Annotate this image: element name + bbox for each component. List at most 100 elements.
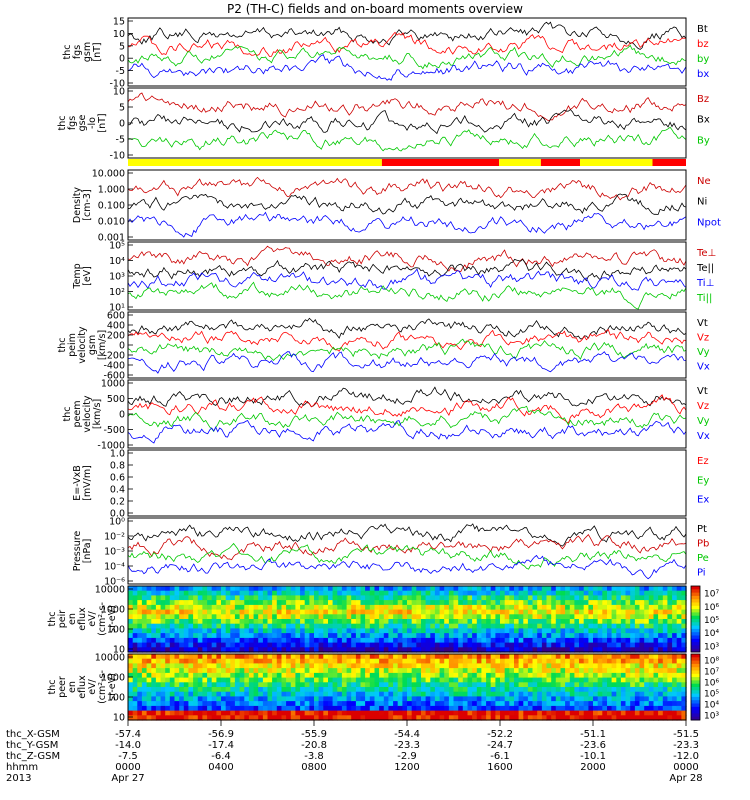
spectrogram-cell	[393, 642, 399, 648]
spectrogram-cell	[314, 586, 320, 592]
spectrogram-cell	[128, 687, 134, 693]
spectrogram-cell	[262, 715, 269, 721]
spectrogram-cell	[565, 637, 571, 644]
spectrogram-cell	[602, 710, 608, 716]
spectrogram-cell	[272, 691, 278, 697]
y-tick-label: -400	[103, 361, 125, 372]
spectrogram-cell	[300, 633, 306, 639]
spectrogram-cell	[369, 715, 376, 721]
spectrogram-cell	[179, 623, 185, 629]
spectrogram-cell	[183, 658, 190, 664]
spectrogram-cell	[555, 668, 562, 674]
spectrogram-cell	[500, 609, 506, 615]
spectrogram-cell	[402, 696, 408, 702]
spectrogram-cell	[379, 604, 385, 611]
spectrogram-cell	[262, 586, 269, 592]
spectrogram-cell	[369, 672, 376, 679]
spectrogram-cell	[551, 628, 557, 634]
spectrogram-cell	[207, 623, 213, 629]
spectrogram-cell	[267, 701, 273, 707]
x-tick-label: 0000	[115, 762, 140, 773]
spectrogram-cell	[193, 663, 199, 669]
spectrogram-cell	[500, 663, 506, 669]
spectrogram-cell	[625, 633, 631, 639]
spectrogram-cell	[430, 654, 436, 660]
spectrogram-cell	[230, 604, 236, 611]
spectrogram-cell	[588, 609, 594, 615]
spectrogram-cell	[402, 609, 408, 615]
y-tick-label: 10¹	[109, 303, 125, 314]
spectrogram-cell	[579, 658, 585, 664]
spectrogram-cell	[216, 654, 222, 660]
spectrogram-cell	[290, 595, 297, 601]
spectrogram-cell	[211, 637, 217, 644]
spectrogram-cell	[653, 623, 659, 629]
colorbar-segment	[691, 667, 700, 671]
spectrogram-cell	[495, 696, 501, 702]
y-tick-label: 100	[107, 625, 125, 636]
spectrogram-cell	[202, 687, 208, 693]
spectrogram-cell	[583, 654, 589, 660]
spectrogram-cell	[425, 715, 431, 721]
spectrogram-cell	[620, 633, 627, 639]
spectrogram-cell	[551, 668, 557, 674]
spectrogram-cell	[318, 614, 324, 620]
spectrogram-cell	[486, 647, 492, 653]
spectrogram-cell	[393, 600, 399, 606]
spectrogram-cell	[644, 691, 650, 697]
spectrogram-cell	[179, 715, 185, 721]
spectrogram-cell	[486, 658, 492, 664]
spectrogram-cell	[448, 668, 455, 674]
spectrogram-cell	[388, 715, 394, 721]
spectrogram-cell	[211, 705, 217, 712]
spectrogram-cell	[565, 687, 571, 693]
spectrogram-cell	[565, 633, 571, 639]
spectrogram-cell	[314, 672, 320, 679]
spectrogram-cell	[286, 701, 292, 707]
spectrogram-cell	[360, 705, 366, 712]
spectrogram-cell	[532, 586, 538, 592]
y-axis-label-line: thc	[57, 338, 68, 353]
spectrogram-cell	[616, 623, 622, 629]
spectrogram-cell	[518, 663, 524, 669]
spectrogram-cell	[314, 619, 320, 625]
y-tick-label: 0	[119, 54, 125, 65]
spectrogram-cell	[151, 647, 157, 653]
spectrogram-cell	[672, 586, 678, 592]
spectrogram-cell	[151, 682, 157, 688]
spectrogram-cell	[639, 687, 645, 693]
spectrogram-cell	[569, 609, 576, 615]
spectrogram-cell	[253, 668, 259, 674]
spectrogram-cell	[351, 682, 357, 688]
spectrogram-cell	[579, 696, 585, 702]
spectrogram-cell	[179, 668, 185, 674]
spectrogram-cell	[574, 658, 580, 664]
spectrogram-cell	[286, 668, 292, 674]
spectrogram-cell	[444, 633, 450, 639]
panel-frame	[127, 379, 687, 449]
spectrogram-cell	[588, 654, 594, 660]
spectrogram-cell	[365, 590, 371, 596]
spectrogram-cell	[193, 590, 199, 596]
spectrogram-cell	[202, 586, 208, 592]
spectrogram-cell	[388, 637, 394, 644]
spectrogram-cell	[174, 672, 180, 679]
spectrogram-cell	[318, 682, 324, 688]
spectrogram-cell	[523, 619, 529, 625]
y-axis-label-line: E=-VxB	[72, 465, 83, 500]
spectrogram-cell	[146, 628, 152, 634]
spectrogram-cell	[444, 623, 450, 629]
spectrogram-cell	[225, 672, 231, 679]
spectrogram-cell	[402, 590, 408, 596]
spectrogram-cell	[602, 609, 608, 615]
spectrogram-cell	[318, 715, 324, 721]
spectrogram-cell	[188, 658, 194, 664]
spectrogram-cell	[188, 633, 194, 639]
spectrogram-cell	[658, 642, 664, 648]
spectrogram-cell	[620, 701, 627, 707]
spectrogram-cell	[458, 619, 464, 625]
spectrogram-cell	[462, 654, 469, 660]
spectrogram-cell	[151, 623, 157, 629]
spectrogram-cell	[546, 682, 552, 688]
spectrogram-cell	[476, 647, 483, 653]
